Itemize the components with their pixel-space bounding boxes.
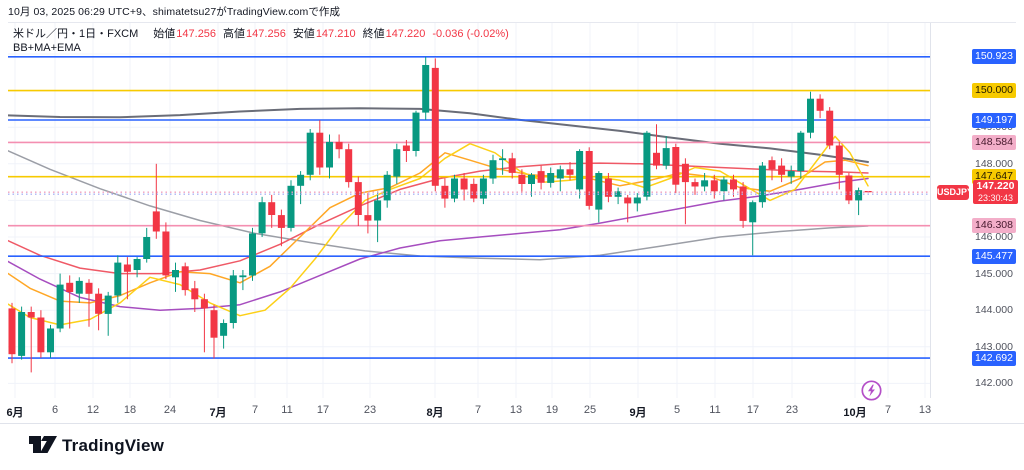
symbol-legend[interactable]: 米ドル／円・1日・FXCM 始値147.256 高値147.256 安値147.210… <box>13 27 509 41</box>
countdown-timer: 23:30:43 <box>977 193 1014 203</box>
symbol-title[interactable]: 米ドル／円・1日・FXCM <box>13 28 139 40</box>
time-tick-label: 18 <box>123 404 137 416</box>
close-value: 147.220 <box>385 28 426 40</box>
price-tick-label: 145.000 <box>975 268 1013 280</box>
bb-basis-yellow-line <box>8 135 869 326</box>
high-value: 147.256 <box>246 28 286 40</box>
price-tick-label: 144.000 <box>975 304 1013 316</box>
price-tick-label: 148.000 <box>975 158 1013 170</box>
price-level-badge: 150.923 <box>972 49 1016 64</box>
price-level-badge: 149.197 <box>972 113 1016 128</box>
pane-top-border <box>8 22 1016 23</box>
low-value: 147.210 <box>315 28 356 40</box>
ma-crimson-line <box>8 162 869 275</box>
time-axis[interactable]: 6月 6 12 18 24 7月 7 11 17 23 8月 7 13 19 25 9月 5 11 17 23 10月 7… <box>0 398 1024 423</box>
time-tick-label: 23 <box>785 404 799 416</box>
lightning-icon[interactable] <box>860 379 883 402</box>
time-tick-label: 6月 <box>6 407 24 419</box>
high-label: 高値 <box>223 28 246 40</box>
time-tick-label: 6 <box>51 404 59 416</box>
time-tick-label: 5 <box>673 404 681 416</box>
brand-name[interactable]: TradingView <box>62 436 165 455</box>
close-label: 終値 <box>362 28 385 40</box>
time-tick-label: 7月 <box>209 407 227 419</box>
attribution-text: 10月 03, 2025 06:29 UTC+9、shimatetsu27がTr… <box>8 6 341 18</box>
time-tick-label: 19 <box>545 404 559 416</box>
time-tick-label: 11 <box>709 404 721 416</box>
indicator-legend[interactable]: BB+MA+EMA <box>13 42 81 54</box>
time-tick-label: 17 <box>316 404 330 416</box>
current-price-badge: 147.220 23:30:43 <box>973 180 1018 204</box>
time-tick-label: 7 <box>884 404 892 416</box>
time-tick-label: 7 <box>251 404 259 416</box>
time-tick-label: 24 <box>163 404 177 416</box>
price-tick-label: 142.000 <box>975 377 1013 389</box>
time-tick-label: 11 <box>281 404 293 416</box>
time-tick-label: 10月 <box>843 407 867 419</box>
price-tick-label: 146.000 <box>975 231 1013 243</box>
footer-bar: TradingView <box>0 423 1024 466</box>
change-value: -0.036 (-0.02%) <box>432 28 509 40</box>
tradingview-logo-icon[interactable] <box>27 432 207 458</box>
sma-200-line <box>8 107 869 163</box>
price-level-badge: 148.584 <box>972 135 1016 150</box>
time-tick-label: 13 <box>918 404 932 416</box>
open-label: 始値 <box>153 28 176 40</box>
price-level-badge: 142.692 <box>972 351 1016 366</box>
price-level-badge: 146.308 <box>972 218 1016 233</box>
grid-lines <box>8 23 930 398</box>
time-tick-label: 9月 <box>629 407 647 419</box>
ma-purple-line <box>8 177 869 311</box>
price-level-badge: 145.477 <box>972 249 1016 264</box>
open-value: 147.256 <box>176 28 217 40</box>
time-tick-label: 25 <box>583 404 597 416</box>
time-tick-label: 13 <box>509 404 523 416</box>
price-level-badge: 150.000 <box>972 83 1016 98</box>
price-axis[interactable]: 149.000148.000146.000145.000144.000143.0… <box>930 23 1024 398</box>
price-tick-label: 143.000 <box>975 341 1013 353</box>
time-tick-label: 8月 <box>426 407 444 419</box>
current-symbol-badge: USDJPY <box>937 185 973 200</box>
low-label: 安値 <box>292 28 315 40</box>
candlestick-series <box>8 56 872 373</box>
time-tick-label: 17 <box>746 404 760 416</box>
time-tick-label: 12 <box>86 404 100 416</box>
time-tick-label: 7 <box>474 404 482 416</box>
time-tick-label: 23 <box>363 404 377 416</box>
price-axis-separator <box>930 23 931 399</box>
horizontal-level-lines[interactable] <box>8 55 930 359</box>
